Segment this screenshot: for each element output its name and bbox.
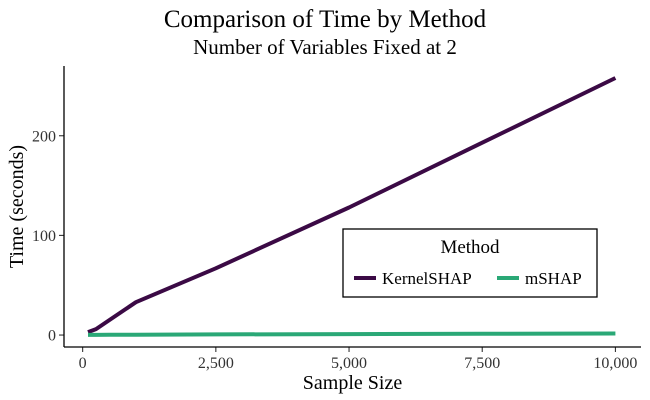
y-tick-label: 0 <box>48 328 56 345</box>
y-axis-title: Time (seconds) <box>6 145 28 268</box>
series-line-mshap <box>88 331 616 337</box>
x-tick-label: 2,500 <box>198 355 234 372</box>
legend-title: Method <box>440 237 500 258</box>
legend-label: KernelSHAP <box>382 269 472 288</box>
x-axis-ticks: 0 2,500 5,000 7,500 10,000 <box>79 347 637 372</box>
legend-items: KernelSHAP mSHAP <box>354 269 582 288</box>
x-tick-label: 5,000 <box>331 355 367 372</box>
legend-label: mSHAP <box>525 269 582 288</box>
series-line-kernelshap <box>87 76 617 334</box>
series-lines <box>87 76 617 337</box>
y-tick-label: 200 <box>32 128 56 145</box>
chart-title: Comparison of Time by Method <box>163 6 487 33</box>
x-axis-title: Sample Size <box>303 372 403 394</box>
x-tick-label: 0 <box>79 355 87 372</box>
x-tick-label: 10,000 <box>593 355 637 372</box>
legend: Method KernelSHAP mSHAP <box>342 228 598 298</box>
y-axis-ticks: 0 100 200 <box>32 128 64 345</box>
y-tick-label: 100 <box>32 228 56 245</box>
legend-box <box>342 228 598 298</box>
x-tick-label: 7,500 <box>464 355 500 372</box>
chart-subtitle: Number of Variables Fixed at 2 <box>193 35 457 59</box>
